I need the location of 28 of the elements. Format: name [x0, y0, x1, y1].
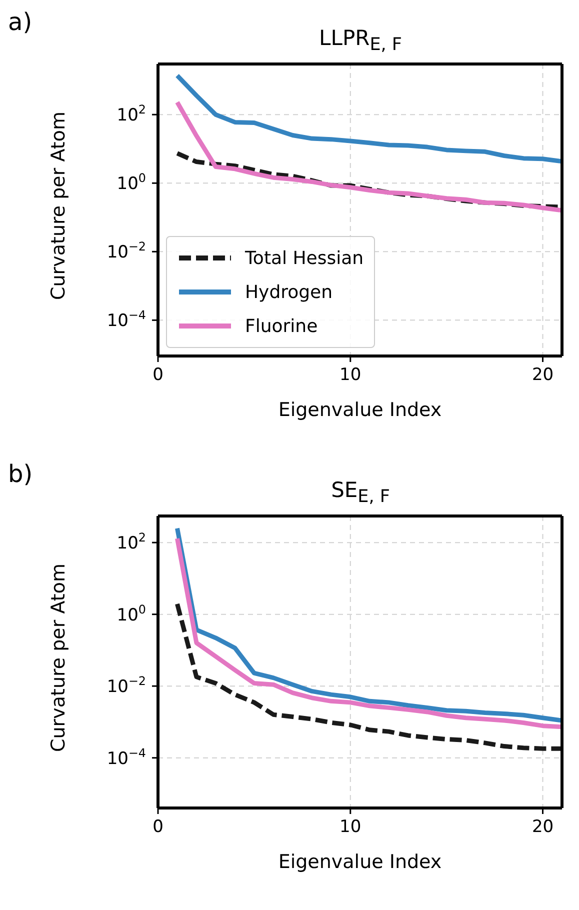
text: b) [8, 460, 33, 488]
line-series [174, 100, 562, 213]
y-tick-label: 10$^{0}$ [116, 602, 146, 626]
legend-label: Fluorine [245, 316, 318, 336]
line-series [174, 73, 562, 164]
y-tick-label: 10$^{−2}$ [106, 240, 146, 263]
chart-title: LLPR$_{E, F}$ [318, 26, 403, 56]
y-tick-label: 10$^{−4}$ [106, 308, 146, 332]
x-tick-label: 20 [532, 817, 554, 837]
legend-label: Hydrogen [245, 282, 333, 302]
y-tick-label: 10$^{2}$ [116, 102, 146, 126]
y-tick-label: 10$^{2}$ [116, 530, 146, 554]
y-tick-label: 10$^{−2}$ [106, 674, 146, 698]
x-tick-label: 10 [340, 365, 362, 385]
x-tick-label: 20 [532, 365, 554, 385]
y-axis-title: Curvature per Atom [48, 112, 70, 300]
y-tick-label: 10$^{0}$ [116, 171, 146, 194]
x-axis-title: Eigenvalue Index [278, 399, 442, 421]
x-axis-title: Eigenvalue Index [278, 851, 442, 873]
x-tick-label: 0 [152, 365, 164, 385]
x-tick-label: 0 [152, 817, 164, 837]
text: a) [8, 8, 32, 36]
y-axis-title: Curvature per Atom [48, 564, 70, 752]
legend-label: Total Hessian [245, 248, 364, 268]
chart-title: SE$_{E, F}$ [330, 478, 391, 508]
y-tick-label: 10$^{−4}$ [106, 746, 146, 769]
x-tick-label: 10 [340, 817, 362, 837]
line-series [174, 602, 562, 751]
